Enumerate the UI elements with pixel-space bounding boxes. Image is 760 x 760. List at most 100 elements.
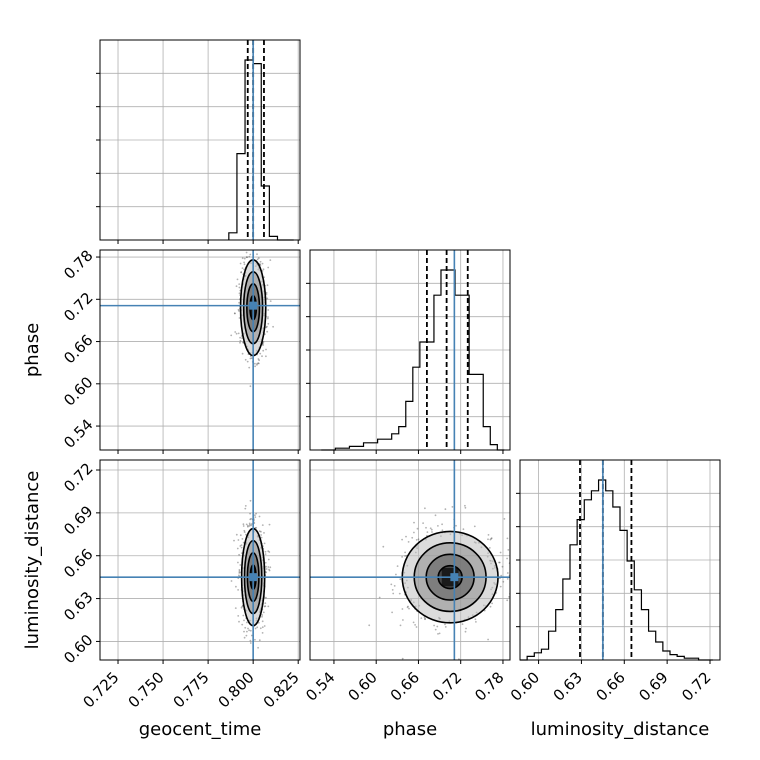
- scatter-point: [269, 300, 272, 302]
- x-tick-label: 0.72: [678, 668, 714, 704]
- scatter-point: [407, 605, 409, 608]
- scatter-point: [413, 521, 415, 524]
- scatter-point: [235, 533, 238, 536]
- scatter-point: [249, 211, 251, 213]
- scatter-point: [401, 556, 403, 558]
- scatter-point: [267, 558, 270, 561]
- scatter-point: [250, 524, 253, 527]
- scatter-point: [441, 529, 444, 532]
- y-axis-label: phase: [22, 323, 43, 377]
- scatter-point: [267, 266, 270, 269]
- scatter-point: [402, 619, 404, 621]
- x-tick-label: 0.78: [471, 668, 507, 704]
- scatter-point: [241, 538, 244, 540]
- scatter-point: [248, 522, 251, 525]
- scatter-point: [241, 352, 244, 355]
- scatter-point: [255, 526, 258, 529]
- scatter-point: [451, 506, 454, 508]
- scatter-point: [238, 570, 241, 573]
- scatter-point: [407, 541, 410, 543]
- scatter-point: [238, 620, 240, 623]
- scatter-point: [378, 596, 381, 599]
- scatter-point: [415, 539, 418, 541]
- x-tick-label: 0.60: [507, 668, 543, 704]
- x-tick-label: 0.63: [550, 668, 586, 704]
- x-axis-label: geocent_time: [139, 719, 262, 740]
- scatter-point: [401, 608, 404, 610]
- scatter-point: [490, 537, 493, 540]
- x-tick-label: 0.725: [80, 668, 123, 711]
- scatter-point: [264, 561, 267, 564]
- x-axis-label: phase: [383, 719, 437, 740]
- scatter-point: [261, 524, 264, 526]
- scatter-point: [248, 525, 251, 527]
- scatter-point: [368, 624, 371, 627]
- diag-panel-luminosity_distance: [516, 459, 721, 661]
- scatter-point: [245, 251, 248, 254]
- scatter-point: [238, 569, 241, 571]
- scatter-point: [261, 620, 264, 623]
- scatter-point: [416, 527, 419, 530]
- scatter-point: [517, 567, 519, 569]
- panel-frame: [99, 459, 301, 661]
- scatter-point: [250, 357, 253, 360]
- scatter-point: [247, 524, 249, 527]
- panel-frame: [309, 249, 511, 451]
- scatter-point: [266, 246, 268, 248]
- scatter-point: [233, 312, 236, 315]
- y-axis-label: luminosity_distance: [22, 471, 43, 650]
- scatter-point: [441, 523, 443, 526]
- scatter-point: [245, 634, 248, 637]
- scatter-point: [237, 615, 240, 617]
- scatter-point: [506, 557, 508, 560]
- x-tick-label: 0.60: [344, 668, 380, 704]
- scatter-point: [424, 507, 426, 510]
- scatter-point: [262, 268, 265, 271]
- scatter-point: [248, 366, 251, 369]
- scatter-point: [249, 642, 252, 644]
- scatter-point: [237, 561, 239, 564]
- scatter-point: [433, 624, 435, 627]
- scatter-point: [404, 551, 406, 554]
- scatter-point: [415, 626, 418, 628]
- scatter-point: [245, 256, 248, 259]
- scatter-point: [268, 568, 270, 571]
- scatter-point: [395, 573, 397, 576]
- scatter-point: [444, 626, 447, 628]
- scatter-point: [233, 539, 235, 542]
- scatter-point: [243, 261, 246, 264]
- scatter-point: [240, 606, 243, 609]
- scatter-point: [498, 561, 501, 564]
- scatter-point: [401, 538, 403, 541]
- scatter-point: [414, 624, 416, 626]
- scatter-point: [246, 630, 248, 633]
- scatter-point: [406, 606, 409, 609]
- scatter-point: [398, 592, 401, 595]
- scatter-point: [238, 574, 240, 577]
- scatter-point: [238, 246, 240, 248]
- x-tick-label: 0.775: [170, 668, 213, 711]
- x-axis-label: luminosity_distance: [531, 719, 710, 740]
- scatter-point: [246, 256, 249, 259]
- scatter-point: [240, 544, 243, 546]
- histogram-geocent_time: [228, 59, 294, 241]
- scatter-point: [258, 515, 261, 518]
- scatter-point: [234, 331, 237, 333]
- scatter-point: [401, 657, 404, 660]
- scatter-point: [434, 514, 437, 517]
- scatter-point: [417, 538, 420, 541]
- scatter-point: [259, 627, 262, 630]
- scatter-point: [239, 564, 242, 566]
- scatter-point: [422, 522, 424, 524]
- scatter-point: [260, 534, 262, 536]
- scatter-point: [250, 244, 252, 246]
- scatter-point: [249, 385, 252, 388]
- scatter-point: [241, 267, 244, 269]
- scatter-point: [399, 578, 402, 581]
- scatter-point: [437, 633, 439, 635]
- scatter-point: [265, 565, 267, 568]
- scatter-point: [265, 326, 268, 329]
- scatter-point: [265, 348, 267, 351]
- scatter-point: [392, 592, 395, 595]
- x-axis-geocent_time: 0.725 0.750 0.775 0.800 0.825 geocent_time: [80, 240, 303, 740]
